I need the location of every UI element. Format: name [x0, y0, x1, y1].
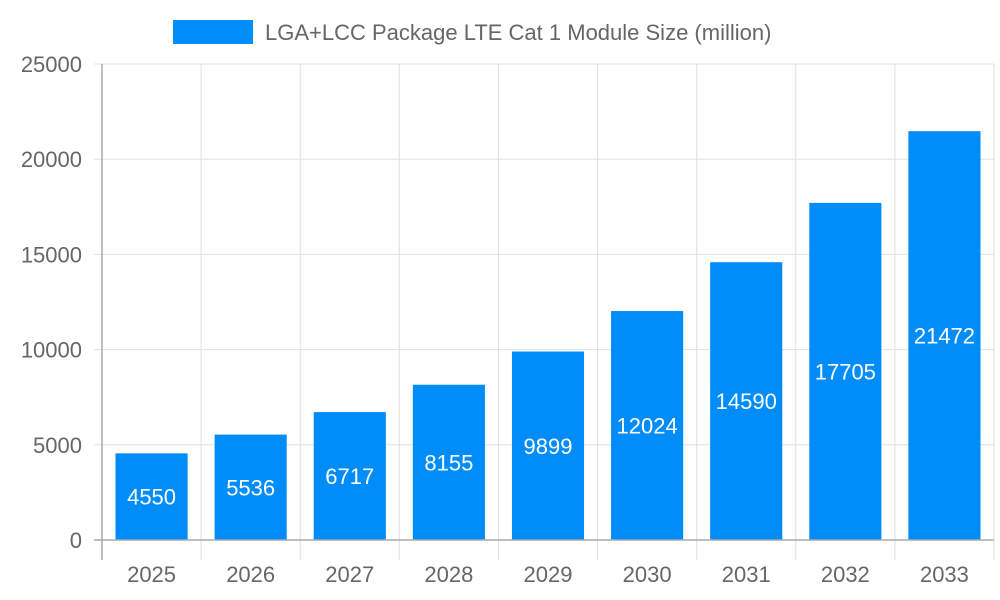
bar-2030: [611, 311, 684, 540]
y-tick-label: 0: [70, 528, 82, 553]
bar-2028: [412, 384, 485, 540]
data-label-2025: 4550: [127, 485, 176, 510]
legend[interactable]: LGA+LCC Package LTE Cat 1 Module Size (m…: [173, 20, 771, 45]
data-label-2027: 6717: [325, 464, 374, 489]
axes: 0 5000 10000 15000 20000 25000 2025 2026 2027 202…: [21, 52, 994, 587]
bar-2025: [115, 453, 188, 540]
x-tick-label: 2027: [325, 562, 374, 587]
data-label-2031: 14590: [716, 389, 777, 414]
bars: 4550 5536 6717 8155 9899 12024 14590 17705 21472: [115, 131, 981, 541]
x-tick-label: 2031: [722, 562, 771, 587]
data-label-2028: 8155: [424, 450, 473, 475]
x-tick-label: 2032: [821, 562, 870, 587]
y-tick-label: 20000: [21, 147, 82, 172]
y-tick-label: 10000: [21, 338, 82, 363]
y-tick-label: 25000: [21, 52, 82, 77]
data-label-2029: 9899: [524, 434, 573, 459]
y-tick-label: 5000: [33, 433, 82, 458]
data-label-2032: 17705: [815, 359, 876, 384]
x-tick-label: 2033: [920, 562, 969, 587]
bar-2027: [313, 412, 386, 540]
bar-2026: [214, 434, 287, 540]
data-label-2026: 5536: [226, 475, 275, 500]
bar-2029: [511, 351, 585, 540]
legend-label: LGA+LCC Package LTE Cat 1 Module Size (m…: [265, 20, 771, 45]
bar-2031: [710, 262, 783, 540]
x-tick-label: 2029: [524, 562, 573, 587]
x-tick-label: 2028: [424, 562, 473, 587]
data-label-2030: 12024: [617, 414, 678, 439]
data-label-2033: 21472: [914, 324, 975, 349]
bar-2033: [908, 131, 981, 540]
bar-2032: [809, 202, 882, 541]
x-tick-label: 2026: [226, 562, 275, 587]
y-tick-label: 15000: [21, 242, 82, 267]
legend-swatch: [173, 20, 253, 44]
x-tick-label: 2025: [127, 562, 176, 587]
grid: [94, 63, 995, 560]
x-tick-label: 2030: [623, 562, 672, 587]
